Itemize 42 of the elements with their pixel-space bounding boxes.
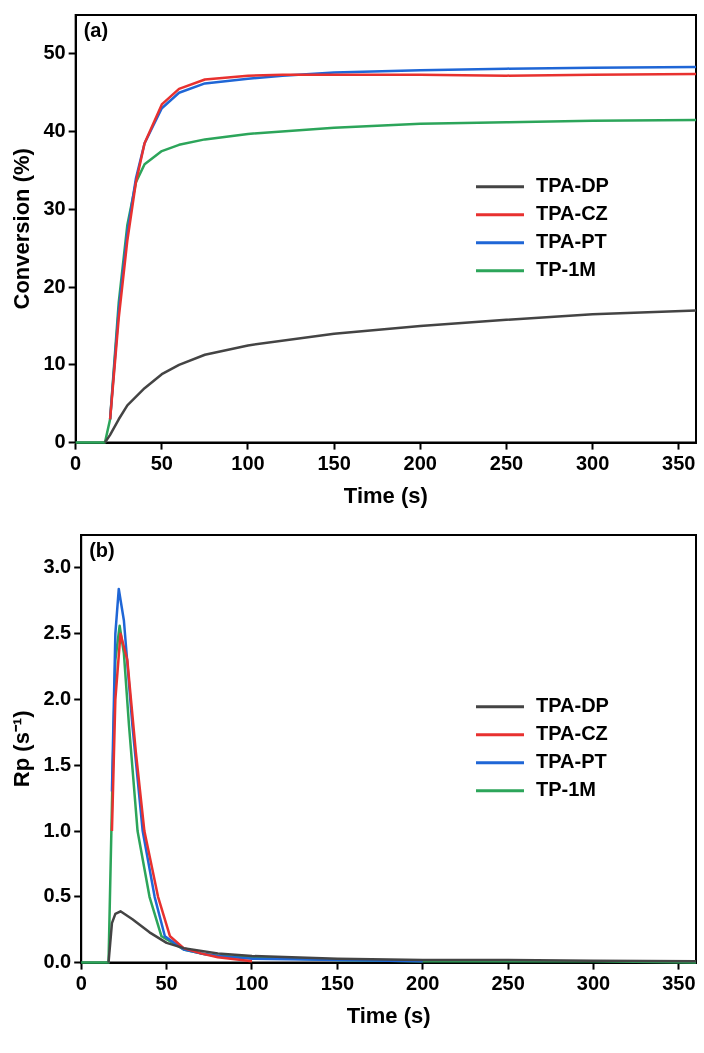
x-axis-title: Time (s): [346, 1002, 431, 1028]
y-tick-label: 10: [43, 352, 66, 375]
y-axis-title: Rp (s⁻¹): [9, 710, 35, 788]
y-tick-label: 40: [43, 119, 66, 142]
x-tick-label: 250: [489, 452, 524, 475]
y-tick-label: 0.0: [43, 950, 72, 973]
x-tick-label: 350: [662, 452, 696, 475]
y-tick-label: 1.0: [43, 818, 72, 841]
y-tick-label: 3.0: [43, 555, 72, 578]
x-tick-label: 300: [575, 452, 610, 475]
x-tick-label: 350: [662, 972, 696, 995]
x-tick-label: 0: [75, 972, 87, 995]
y-axis-title: Conversion (%): [9, 148, 35, 310]
x-tick-label: 200: [406, 972, 440, 995]
y-tick-label: 2.0: [43, 686, 72, 709]
legend-label: TPA-PT: [536, 230, 607, 253]
x-tick-label: 200: [403, 452, 437, 475]
x-tick-label: 100: [235, 972, 269, 995]
legend-label: TPA-CZ: [536, 202, 608, 225]
y-tick-label: 50: [43, 41, 66, 64]
legend-label: TPA-CZ: [536, 722, 608, 745]
legend-label: TPA-DP: [536, 174, 609, 197]
legend-label: TPA-DP: [536, 694, 609, 717]
legend-label: TP-1M: [536, 778, 596, 801]
annotation: (a): [83, 18, 109, 41]
x-tick-label: 50: [155, 972, 178, 995]
y-tick-label: 1.5: [43, 752, 72, 775]
y-tick-label: 2.5: [43, 621, 72, 644]
legend-label: TPA-PT: [536, 750, 607, 773]
legend-label: TP-1M: [536, 258, 596, 281]
x-tick-label: 150: [317, 452, 351, 475]
x-tick-label: 100: [231, 452, 265, 475]
x-tick-label: 50: [150, 452, 173, 475]
y-tick-label: 0: [54, 430, 66, 453]
x-tick-label: 150: [320, 972, 355, 995]
x-tick-label: 250: [491, 972, 525, 995]
y-tick-label: 20: [43, 274, 66, 297]
x-tick-label: 300: [576, 972, 611, 995]
y-tick-label: 0.5: [43, 884, 72, 907]
y-tick-label: 30: [43, 196, 66, 219]
x-axis-title: Time (s): [343, 482, 428, 508]
annotation: (b): [89, 538, 115, 561]
